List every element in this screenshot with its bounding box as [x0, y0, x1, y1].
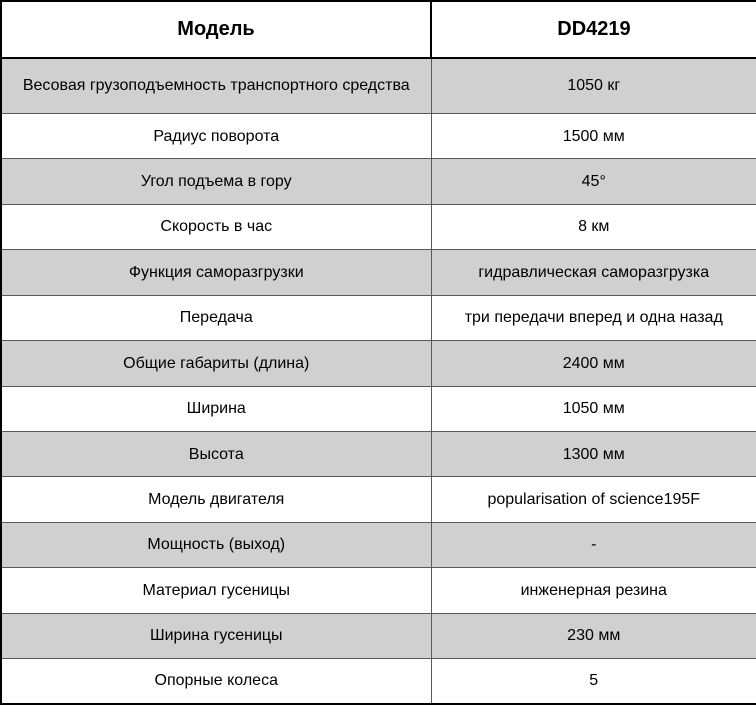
spec-label: Опорные колеса	[0, 658, 432, 705]
spec-label: Угол подъема в гору	[0, 158, 432, 205]
header-cell-model-label: Модель	[0, 0, 432, 59]
spec-label: Мощность (выход)	[0, 521, 432, 569]
spec-value: 45°	[430, 158, 756, 205]
spec-value: гидравлическая саморазгрузка	[430, 249, 756, 296]
table-row: Угол подъема в гору 45°	[0, 158, 756, 205]
table-row: Опорные колеса 5	[0, 658, 756, 705]
header-cell-model-value: DD4219	[430, 0, 756, 59]
table-row: Высота 1300 мм	[0, 430, 756, 478]
table-row: Общие габариты (длина) 2400 мм	[0, 340, 756, 387]
spec-label: Радиус поворота	[0, 113, 432, 160]
table-row: Передача три передачи вперед и одна наза…	[0, 294, 756, 342]
spec-label: Передача	[0, 294, 432, 342]
header-row: Модель DD4219	[0, 0, 756, 59]
spec-value: 5	[430, 658, 756, 705]
table-row: Скорость в час 8 км	[0, 203, 756, 251]
spec-value: -	[430, 521, 756, 569]
table-header: Модель DD4219	[0, 0, 756, 59]
spec-value: три передачи вперед и одна назад	[430, 294, 756, 342]
spec-label: Высота	[0, 430, 432, 478]
spec-value: 1050 кг	[430, 57, 756, 115]
spec-label: Ширина гусеницы	[0, 612, 432, 660]
table-row: Весовая грузоподъемность транспортного с…	[0, 57, 756, 115]
spec-value: 8 км	[430, 203, 756, 251]
spec-value: инженерная резина	[430, 567, 756, 614]
spec-value: 1500 мм	[430, 113, 756, 160]
table-body: Весовая грузоподъемность транспортного с…	[0, 57, 756, 705]
spec-label: Модель двигателя	[0, 476, 432, 523]
table-row: Радиус поворота 1500 мм	[0, 113, 756, 160]
table-row: Модель двигателя popularisation of scien…	[0, 476, 756, 523]
spec-value: 2400 мм	[430, 340, 756, 387]
table-row: Мощность (выход) -	[0, 521, 756, 569]
table-row: Функция саморазгрузки гидравлическая сам…	[0, 249, 756, 296]
spec-label: Материал гусеницы	[0, 567, 432, 614]
spec-label: Весовая грузоподъемность транспортного с…	[0, 57, 432, 115]
table-row: Материал гусеницы инженерная резина	[0, 567, 756, 614]
spec-label: Ширина	[0, 385, 432, 432]
spec-label: Общие габариты (длина)	[0, 340, 432, 387]
table-row: Ширина 1050 мм	[0, 385, 756, 432]
spec-label: Скорость в час	[0, 203, 432, 251]
spec-value: popularisation of science195F	[430, 476, 756, 523]
spec-value: 1300 мм	[430, 430, 756, 478]
spec-value: 230 мм	[430, 612, 756, 660]
spec-value: 1050 мм	[430, 385, 756, 432]
table-row: Ширина гусеницы 230 мм	[0, 612, 756, 660]
spec-label: Функция саморазгрузки	[0, 249, 432, 296]
